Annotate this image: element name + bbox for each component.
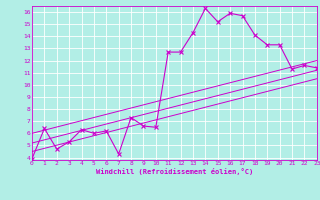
- X-axis label: Windchill (Refroidissement éolien,°C): Windchill (Refroidissement éolien,°C): [96, 168, 253, 175]
